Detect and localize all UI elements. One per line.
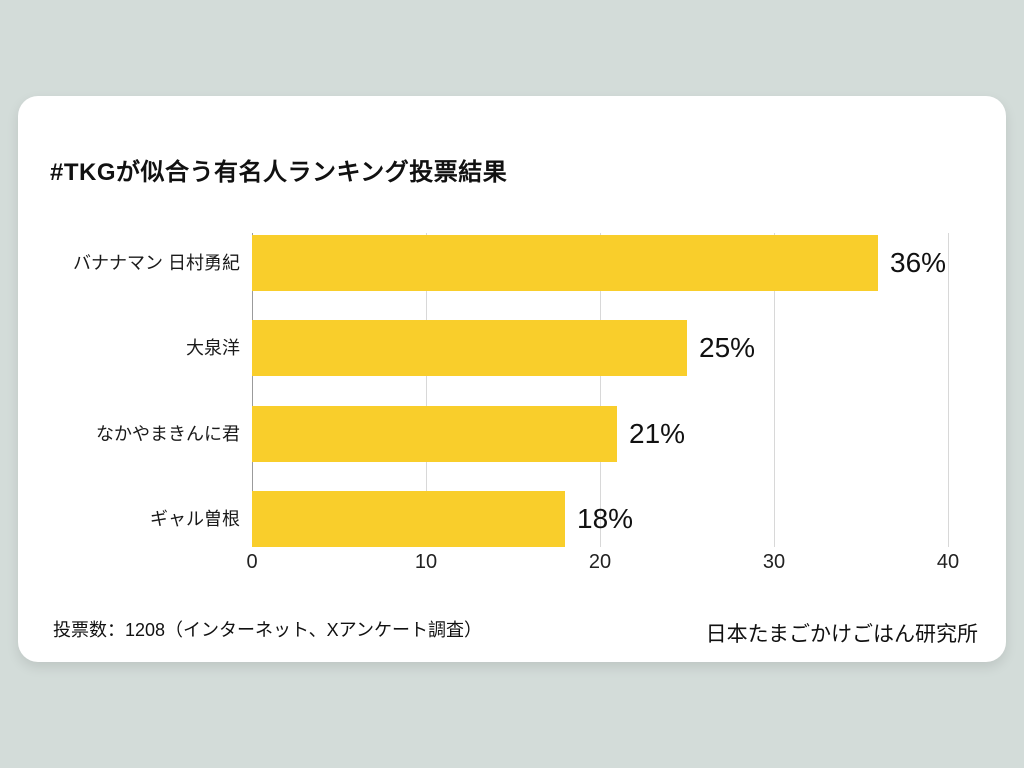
gridline [426,233,427,547]
bar-value-label: 21% [629,418,686,449]
y-axis-zero-line [252,233,253,547]
x-tick-label: 20 [588,551,612,573]
vote-count-note: 投票数：1208（インターネット、Xアンケート調査） [53,620,482,640]
gridline [774,233,775,547]
x-tick-label: 0 [246,551,258,573]
chart-card: #TKGが似合う有名人ランキング投票結果 0 10 20 30 40 バナナマン 日村勇紀… [18,96,1006,662]
gridline [948,233,949,547]
bar-category-label: ギャル曽根 [150,509,240,529]
bar-value-label: 36% [890,247,947,278]
bar-category-label: バナナマン 日村勇紀 [72,253,240,273]
x-tick-label: 40 [936,551,960,573]
bar [252,235,878,291]
bar-chart-plot-area: 0 10 20 30 40 バナナマン 日村勇紀 36% 大泉洋 25% なかやまきんに君 21% ギ… [18,96,1006,662]
bar-value-label: 25% [699,332,756,363]
bar [252,320,687,376]
bar [252,406,617,462]
x-tick-label: 10 [414,551,438,573]
bar-category-label: 大泉洋 [186,338,240,358]
bar-category-label: なかやまきんに君 [96,424,240,444]
chart-title: #TKGが似合う有名人ランキング投票結果 [50,159,508,186]
bar-value-label: 18% [577,503,634,534]
source-label: 日本たまごかけごはん研究所 [705,623,978,646]
x-tick-label: 30 [762,551,786,573]
gridline [600,233,601,547]
bar [252,491,565,547]
